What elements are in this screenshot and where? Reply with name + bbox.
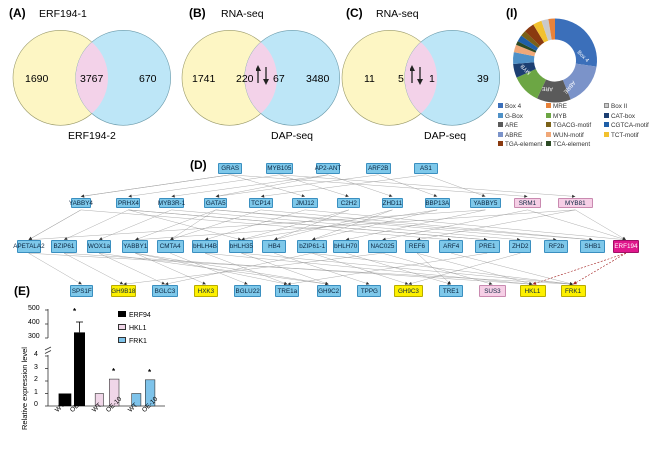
svg-text:ARE: ARE — [541, 85, 553, 91]
svg-text:Relative expression level: Relative expression level — [20, 347, 29, 430]
